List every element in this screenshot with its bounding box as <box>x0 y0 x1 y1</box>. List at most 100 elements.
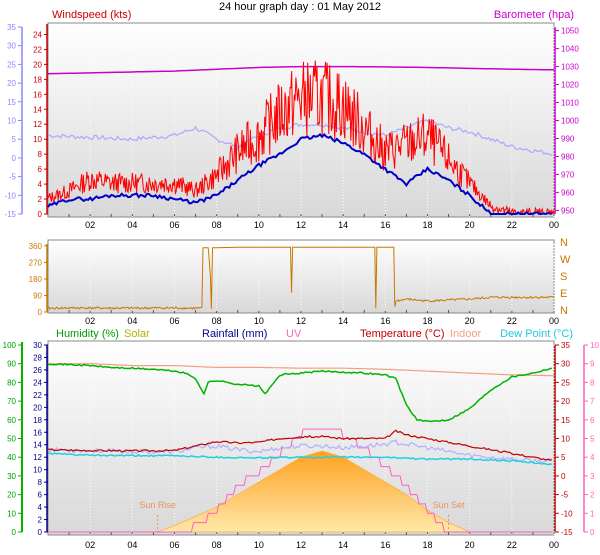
direction-tick-label: 270 <box>29 258 43 267</box>
temperature-tick-label: 35 <box>561 341 570 350</box>
indoor-legend: Indoor <box>450 328 482 340</box>
windspeed-tick-label: 0 <box>38 210 43 219</box>
windspeed-tick-label: 22 <box>33 45 42 54</box>
temperature-tick-label: 0 <box>561 472 566 481</box>
wind-x-tick-label: 08 <box>212 220 222 230</box>
direction-x-tick-label: 08 <box>212 316 222 326</box>
humidity-line <box>47 362 553 423</box>
barometer-tick-label: 960 <box>561 188 575 197</box>
humidity-tick-label: 70 <box>7 397 16 406</box>
outer-tick-label: -10 <box>4 191 16 200</box>
direction-x-tick-label: 18 <box>422 316 432 326</box>
windspeed-tick-label: 18 <box>33 75 42 84</box>
direction-x-tick-label: 06 <box>169 316 179 326</box>
outer-tick-label: 25 <box>7 60 16 69</box>
temperature-tick-label: -10 <box>561 509 573 518</box>
wind-x-tick-label: 14 <box>338 220 348 230</box>
climate-x-tick-label: 14 <box>338 540 348 550</box>
outer-tick-label: 5 <box>12 135 17 144</box>
barometer-axis-label: Barometer (hpa) <box>494 9 574 21</box>
temperature-tick-label: 20 <box>561 397 570 406</box>
barometer-tick-label: 970 <box>561 170 575 179</box>
wind-direction-line <box>47 246 555 310</box>
humidity-tick-label: 30 <box>7 472 16 481</box>
outer-series-line <box>47 118 553 157</box>
rain-tick-label: 28 <box>33 353 42 362</box>
rain-tick-label: 6 <box>38 491 43 500</box>
humidity-tick-label: 20 <box>7 491 16 500</box>
average-wind-line <box>47 133 553 216</box>
temperature-tick-label: -5 <box>561 491 569 500</box>
rain-tick-label: 2 <box>38 516 43 525</box>
wind-x-tick-label: 00 <box>549 220 559 230</box>
humidity-tick-label: 100 <box>3 341 17 350</box>
windspeed-axis-label: Windspeed (kts) <box>52 9 131 21</box>
humidity-tick-label: 40 <box>7 453 16 462</box>
uv-tick-label: 0 <box>590 528 595 537</box>
barometer-tick-label: 1030 <box>561 63 579 72</box>
direction-tick-label: 0 <box>38 308 43 317</box>
windspeed-tick-label: 10 <box>33 135 42 144</box>
direction-x-tick-label: 02 <box>85 316 95 326</box>
barometer-tick-label: 980 <box>561 152 575 161</box>
uv-tick-label: 9 <box>590 360 595 369</box>
outer-tick-label: 30 <box>7 42 16 51</box>
uv-tick-label: 3 <box>590 472 595 481</box>
direction-x-tick-label: 12 <box>296 316 306 326</box>
uv-tick-label: 1 <box>590 509 595 518</box>
temperature-tick-label: 15 <box>561 416 570 425</box>
uv-tick-label: 7 <box>590 397 595 406</box>
wind-x-tick-label: 20 <box>465 220 475 230</box>
extra-temperature-line <box>47 439 553 465</box>
dewpoint-line <box>47 452 552 466</box>
wind-x-tick-label: 10 <box>254 220 264 230</box>
compass-label: N <box>560 305 568 317</box>
sun-rise-label: Sun Rise <box>139 500 176 510</box>
wind-x-tick-label: 06 <box>169 220 179 230</box>
rain-tick-label: 4 <box>38 503 43 512</box>
compass-label: N <box>560 237 568 249</box>
temperature-line <box>47 429 552 461</box>
direction-x-tick-label: 14 <box>338 316 348 326</box>
humidity-tick-label: 90 <box>7 360 16 369</box>
outer-tick-label: 20 <box>7 79 16 88</box>
rain-tick-label: 8 <box>38 478 43 487</box>
barometer-tick-label: 1010 <box>561 99 579 108</box>
rain-tick-label: 10 <box>33 466 42 475</box>
wind-x-tick-label: 22 <box>507 220 517 230</box>
windspeed-tick-label: 14 <box>33 105 42 114</box>
barometer-tick-label: 1000 <box>561 117 579 126</box>
temperature-tick-label: -15 <box>561 528 573 537</box>
windspeed-tick-label: 20 <box>33 60 42 69</box>
climate-x-tick-label: 06 <box>169 540 179 550</box>
direction-x-tick-label: 00 <box>549 316 559 326</box>
barometer-line <box>47 65 555 75</box>
rain-tick-label: 22 <box>33 391 42 400</box>
compass-label: E <box>560 288 567 300</box>
windspeed-tick-label: 2 <box>38 195 43 204</box>
outer-tick-label: 0 <box>12 154 17 163</box>
rain-tick-label: 12 <box>33 453 42 462</box>
rain-tick-label: 0 <box>38 528 43 537</box>
compass-label: W <box>560 254 571 266</box>
rain-tick-label: 30 <box>33 341 42 350</box>
climate-x-tick-label: 00 <box>549 540 559 550</box>
climate-x-tick-label: 12 <box>296 540 306 550</box>
windspeed-tick-label: 16 <box>33 90 42 99</box>
uv-legend: UV <box>286 328 302 340</box>
rain-tick-label: 14 <box>33 441 42 450</box>
direction-x-tick-label: 22 <box>507 316 517 326</box>
humidity-tick-label: 60 <box>7 416 16 425</box>
humidity-tick-label: 0 <box>12 528 17 537</box>
barometer-tick-label: 1040 <box>561 45 579 54</box>
climate-x-tick-label: 22 <box>507 540 517 550</box>
chart-title: 24 hour graph day : 01 May 2012 <box>219 1 381 13</box>
uv-tick-label: 6 <box>590 416 595 425</box>
temperature-tick-label: 30 <box>561 360 570 369</box>
temperature-tick-label: 10 <box>561 435 570 444</box>
rain-tick-label: 26 <box>33 366 42 375</box>
humidity-tick-label: 50 <box>7 435 16 444</box>
windspeed-tick-label: 6 <box>38 165 43 174</box>
direction-tick-label: 180 <box>29 275 43 284</box>
outer-tick-label: 10 <box>7 117 16 126</box>
